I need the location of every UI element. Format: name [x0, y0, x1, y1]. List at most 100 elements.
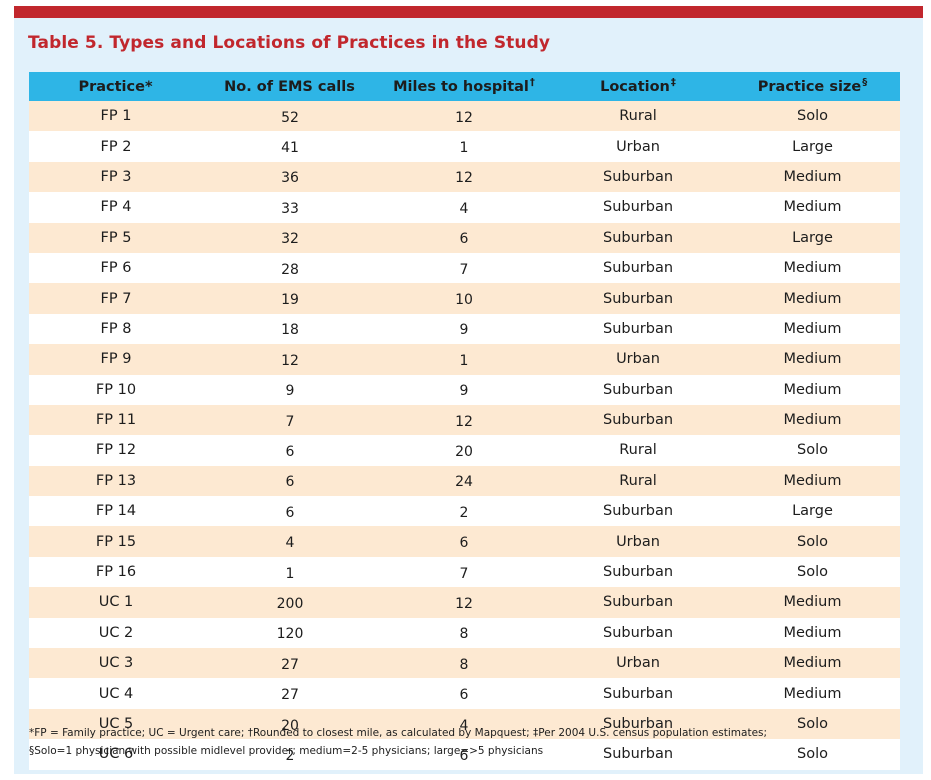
cell-practice: UC 2 [29, 617, 203, 649]
cell-ems-calls: 6 [203, 465, 377, 497]
cell-location: Urban [551, 526, 725, 557]
cell-practice: FP 7 [29, 283, 203, 314]
cell-practice: FP 11 [29, 404, 203, 436]
cell-location: Suburban [551, 556, 725, 588]
cell-practice: FP 6 [29, 252, 203, 284]
cell-ems-calls: 2 [203, 739, 377, 770]
cell-miles: 6 [377, 678, 551, 709]
cell-location: Suburban [551, 283, 725, 314]
table-row: FP 13 6 24 Rural Medium [29, 465, 900, 497]
footnote-line: §Solo=1 physician with possible midlevel… [29, 745, 544, 757]
cell-practice-size: Medium [725, 404, 900, 436]
cell-practice: FP 14 [29, 496, 203, 527]
cell-miles: 7 [377, 252, 551, 284]
cell-miles: 9 [377, 313, 551, 345]
table-row: FP 12 6 20 Rural Solo [29, 435, 900, 466]
col-header-location: Location‡ [551, 72, 725, 101]
cell-location: Suburban [551, 192, 725, 223]
cell-miles: 12 [377, 404, 551, 436]
cell-practice: FP 4 [29, 192, 203, 223]
cell-miles: 6 [377, 526, 551, 557]
cell-practice: FP 13 [29, 465, 203, 497]
cell-location: Suburban [551, 374, 725, 405]
cell-practice: FP 15 [29, 526, 203, 557]
table-title: Table 5. Types and Locations of Practice… [28, 33, 551, 53]
cell-practice-size: Solo [725, 526, 900, 557]
table-row: FP 15 4 6 Urban Solo [29, 526, 900, 557]
cell-miles: 12 [377, 101, 551, 132]
table-row: FP 8 18 9 Suburban Medium [29, 313, 900, 345]
col-header-practice-size: Practice size§ [725, 72, 900, 101]
cell-practice-size: Medium [725, 648, 900, 679]
cell-ems-calls: 18 [203, 313, 377, 345]
table-row: UC 6 2 6 Suburban Solo [29, 739, 900, 770]
table-row: UC 5 20 4 Suburban Solo [29, 708, 900, 740]
cell-miles: 6 [377, 222, 551, 253]
table-row: FP 9 12 1 Urban Medium [29, 344, 900, 375]
cell-ems-calls: 41 [203, 131, 377, 162]
cell-ems-calls: 19 [203, 283, 377, 314]
cell-ems-calls: 36 [203, 161, 377, 193]
cell-location: Suburban [551, 678, 725, 709]
cell-ems-calls: 4 [203, 526, 377, 557]
cell-practice: FP 3 [29, 161, 203, 193]
table-row: UC 4 27 6 Suburban Medium [29, 678, 900, 709]
cell-miles: 9 [377, 374, 551, 405]
cell-practice-size: Solo [725, 556, 900, 588]
table-row: FP 5 32 6 Suburban Large [29, 222, 900, 253]
cell-practice: UC 1 [29, 587, 203, 618]
table-row: FP 16 1 7 Suburban Solo [29, 556, 900, 588]
table-row: FP 2 41 1 Urban Large [29, 131, 900, 162]
cell-ems-calls: 52 [203, 101, 377, 132]
cell-practice-size: Medium [725, 192, 900, 223]
cell-location: Suburban [551, 496, 725, 527]
table-row: UC 2 120 8 Suburban Medium [29, 617, 900, 649]
cell-practice: FP 1 [29, 101, 203, 132]
cell-ems-calls: 1 [203, 556, 377, 588]
cell-practice-size: Solo [725, 739, 900, 770]
table-row: FP 6 28 7 Suburban Medium [29, 252, 900, 284]
cell-miles: 24 [377, 465, 551, 497]
cell-miles: 4 [377, 708, 551, 740]
cell-miles: 12 [377, 161, 551, 193]
cell-ems-calls: 120 [203, 617, 377, 649]
cell-practice: FP 10 [29, 374, 203, 405]
table-row: FP 1 52 12 Rural Solo [29, 101, 900, 132]
cell-miles: 20 [377, 435, 551, 466]
cell-location: Suburban [551, 404, 725, 436]
cell-ems-calls: 32 [203, 222, 377, 253]
cell-location: Rural [551, 101, 725, 132]
table-row: UC 3 27 8 Urban Medium [29, 648, 900, 679]
cell-practice-size: Medium [725, 283, 900, 314]
cell-location: Urban [551, 648, 725, 679]
table-row: FP 7 19 10 Suburban Medium [29, 283, 900, 314]
cell-practice-size: Medium [725, 587, 900, 618]
cell-location: Suburban [551, 161, 725, 193]
cell-miles: 1 [377, 344, 551, 375]
table-header-row: Practice* No. of EMS calls Miles to hosp… [29, 72, 900, 101]
cell-practice-size: Medium [725, 465, 900, 497]
cell-location: Suburban [551, 708, 725, 740]
cell-practice: UC 3 [29, 648, 203, 679]
cell-location: Suburban [551, 252, 725, 284]
cell-practice: UC 6 [29, 739, 203, 770]
table-row: FP 10 9 9 Suburban Medium [29, 374, 900, 405]
cell-practice-size: Large [725, 496, 900, 527]
table-row: FP 4 33 4 Suburban Medium [29, 192, 900, 223]
cell-ems-calls: 27 [203, 648, 377, 679]
cell-location: Suburban [551, 222, 725, 253]
cell-location: Urban [551, 131, 725, 162]
cell-practice-size: Medium [725, 617, 900, 649]
cell-practice-size: Solo [725, 708, 900, 740]
cell-practice-size: Medium [725, 252, 900, 284]
cell-practice: FP 8 [29, 313, 203, 345]
cell-miles: 6 [377, 739, 551, 770]
cell-ems-calls: 6 [203, 496, 377, 527]
cell-practice-size: Medium [725, 344, 900, 375]
cell-ems-calls: 28 [203, 252, 377, 284]
table-row: UC 1 200 12 Suburban Medium [29, 587, 900, 618]
cell-ems-calls: 33 [203, 192, 377, 223]
cell-ems-calls: 12 [203, 344, 377, 375]
cell-practice: FP 5 [29, 222, 203, 253]
